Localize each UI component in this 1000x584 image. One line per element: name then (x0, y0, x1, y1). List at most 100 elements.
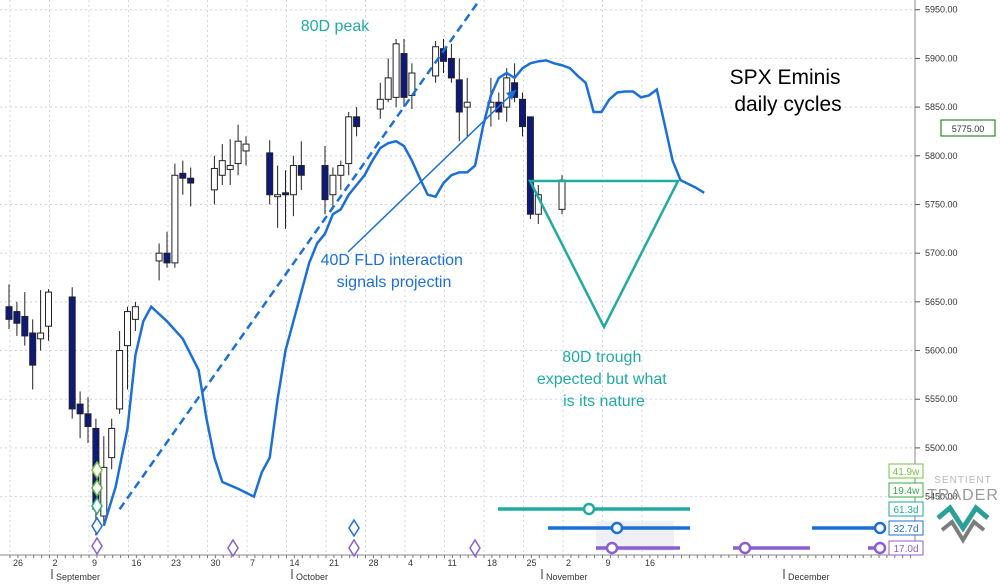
chart-title-line: daily cycles (734, 93, 841, 116)
candle-body (329, 174, 337, 196)
y-tick-label: 5650.00 (925, 297, 958, 307)
current-price-box (940, 119, 996, 137)
cycle-label-box (888, 482, 924, 498)
cycle-diamond (91, 460, 103, 480)
candle-body (100, 466, 108, 517)
projection-17d-b-marker (738, 541, 752, 555)
y-tick-label: 5500.00 (925, 443, 958, 453)
chart-title: SPX Eminis daily cycles (730, 66, 847, 116)
candle-body (321, 165, 329, 201)
candle-body (384, 77, 392, 100)
cycle-diamond (91, 536, 103, 556)
x-month-label: November (546, 572, 588, 582)
y-tick-label: 5550.00 (925, 394, 958, 404)
logo-text-trader: TRADER (927, 487, 999, 504)
candle-body (400, 53, 408, 98)
candle-body (376, 98, 384, 110)
candle-body (526, 116, 534, 215)
candle-body (511, 82, 519, 98)
projection-33d-b-marker (873, 521, 887, 535)
fld-annotation: 40D FLD interaction signals projectin (321, 252, 468, 291)
candle-body (218, 160, 226, 176)
cycle-diamond (227, 538, 239, 558)
fld-annotation-line: 40D FLD interaction (321, 252, 463, 269)
x-day-label: 14 (290, 558, 300, 568)
projection-17d-a-marker (605, 541, 619, 555)
candle-body (274, 194, 282, 198)
candle-body (558, 179, 566, 210)
x-day-label: 9 (92, 558, 97, 568)
candle-body (13, 311, 21, 324)
candle-body (155, 252, 163, 262)
peak-trend-line (118, 0, 482, 510)
trough-annotation: 80D trough expected but what is its natu… (537, 349, 671, 410)
x-day-label: 16 (132, 558, 142, 568)
x-day-label: 23 (171, 558, 181, 568)
fld-arrow-head (506, 90, 516, 100)
candle-body (179, 172, 187, 179)
candle-body (519, 98, 526, 128)
y-axis: 5450.00 5500.00 5550.00 5600.00 5650.00 5700.… (915, 5, 958, 502)
trough-annotation-line: 80D trough (562, 349, 641, 366)
candle-body (21, 315, 29, 337)
candle-body (353, 116, 361, 128)
cycle-line (102, 59, 705, 527)
candle-body (210, 167, 218, 191)
x-month-label: September (56, 572, 100, 582)
projection-33d-marker (610, 521, 624, 535)
x-day-label: 2 (53, 558, 58, 568)
candle-body (108, 427, 116, 459)
logo-text-sentient: SENTIENT (934, 475, 991, 486)
x-day-label: 28 (369, 558, 379, 568)
fld-annotation-line: signals projectin (337, 274, 452, 291)
y-tick-label: 5700.00 (925, 248, 958, 258)
trough-triangle (527, 179, 681, 330)
cycle-label-box (888, 520, 924, 536)
projection-17d-c-marker (873, 541, 887, 555)
candle-body (84, 413, 92, 427)
candle-body (392, 43, 400, 98)
candle-body (242, 143, 250, 152)
cycle-label-box (888, 501, 924, 517)
candle-body (187, 177, 195, 184)
x-month-label: October (296, 572, 328, 582)
candle-body (68, 296, 76, 410)
y-tick-label: 5600.00 (925, 346, 958, 356)
cycle-diamond (91, 478, 103, 498)
candle-body (289, 165, 297, 196)
x-day-label: 4 (408, 558, 413, 568)
x-day-label: 16 (645, 558, 655, 568)
x-month-label: December (788, 572, 830, 582)
current-price-label: 5775.00 (952, 124, 985, 134)
candle-body (297, 165, 305, 176)
x-day-label: 7 (250, 558, 255, 568)
projection-61d-marker (582, 502, 596, 516)
cycle-label: 61.3d (893, 505, 918, 516)
y-tick-label: 5750.00 (925, 199, 958, 209)
cycle-diamond (469, 538, 481, 558)
candle-body (45, 291, 52, 327)
candle-body (345, 116, 353, 165)
candle-body (37, 332, 45, 340)
candle-body (463, 101, 471, 108)
cycle-label: 19.4w (893, 486, 920, 497)
x-day-label: 21 (329, 558, 339, 568)
cycle-label-box (888, 540, 924, 556)
x-axis: 26 2 9 16 23 30 7 14 21 28 4 11 18 25 2 9 16 September Oct… (9, 555, 912, 582)
cycle-label: 41.9w (893, 467, 920, 478)
x-day-label: 2 (566, 558, 571, 568)
peak-annotation: 80D peak (301, 18, 370, 35)
cycle-diamond (348, 518, 360, 538)
candle-body (76, 403, 84, 415)
cycle-series (102, 0, 705, 527)
cycle-diamond (91, 496, 103, 516)
y-tick-label: 5900.00 (925, 53, 958, 63)
logo-mark-shadow (940, 519, 986, 544)
candle-body (124, 311, 131, 347)
candle-body (234, 140, 242, 165)
candle-body (337, 165, 345, 176)
y-tick-label: 5950.00 (925, 5, 958, 15)
candle-body (116, 350, 124, 410)
cycle-markers: 41.9w 19.4w 61.3d 32.7d 17.0d (91, 460, 924, 558)
